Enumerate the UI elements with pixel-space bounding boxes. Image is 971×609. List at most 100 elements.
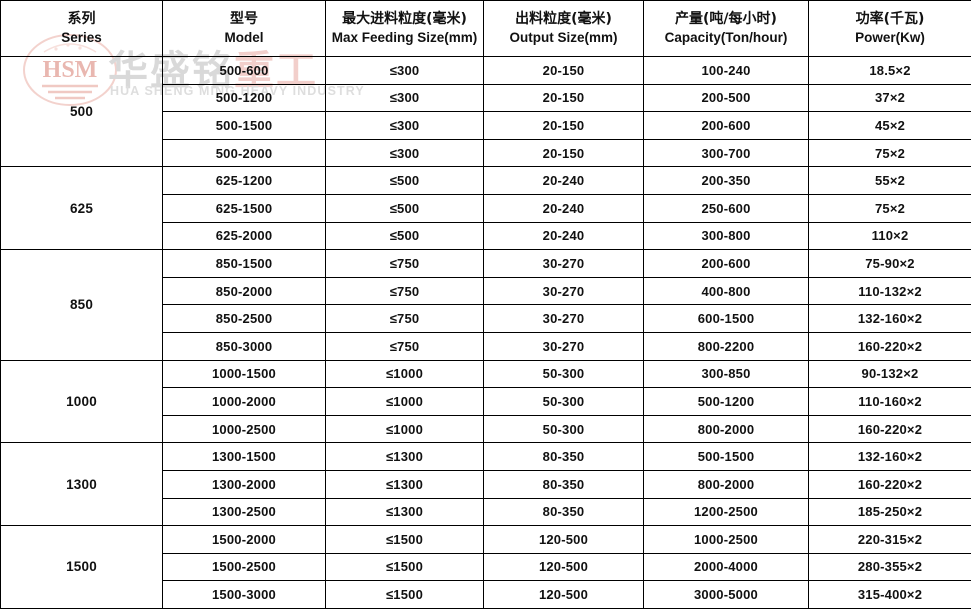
cell-output-size: 20-240 xyxy=(484,167,644,195)
cell-feeding-size: ≤750 xyxy=(326,305,484,333)
column-header-feeding-size: 最大进料粒度(毫米) Max Feeding Size(mm) xyxy=(326,1,484,57)
cell-feeding-size: ≤750 xyxy=(326,250,484,278)
cell-model: 1000-2500 xyxy=(163,415,326,443)
cell-model: 850-1500 xyxy=(163,250,326,278)
cell-model: 1000-2000 xyxy=(163,388,326,416)
cell-capacity: 600-1500 xyxy=(644,305,809,333)
cell-model: 500-2000 xyxy=(163,139,326,167)
cell-output-size: 20-240 xyxy=(484,194,644,222)
cell-output-size: 80-350 xyxy=(484,498,644,526)
cell-power: 45×2 xyxy=(809,112,971,140)
cell-model: 1500-3000 xyxy=(163,581,326,609)
cell-capacity: 1200-2500 xyxy=(644,498,809,526)
cell-power: 220-315×2 xyxy=(809,526,971,554)
column-header-capacity-en: Capacity(Ton/hour) xyxy=(644,29,808,47)
cell-model: 625-1200 xyxy=(163,167,326,195)
cell-feeding-size: ≤300 xyxy=(326,57,484,85)
series-cell: 1500 xyxy=(1,526,163,609)
header-row: 系列 Series 型号 Model 最大进料粒度(毫米) Max Feedin… xyxy=(1,1,971,57)
column-header-series-cn: 系列 xyxy=(1,10,162,28)
cell-power: 160-220×2 xyxy=(809,415,971,443)
cell-power: 280-355×2 xyxy=(809,553,971,581)
cell-model: 500-600 xyxy=(163,57,326,85)
column-header-output-size-en: Output Size(mm) xyxy=(484,29,643,47)
column-header-series-en: Series xyxy=(1,29,162,47)
cell-capacity: 200-350 xyxy=(644,167,809,195)
series-cell: 1300 xyxy=(1,443,163,526)
column-header-power-en: Power(Kw) xyxy=(809,29,971,47)
cell-feeding-size: ≤750 xyxy=(326,332,484,360)
cell-model: 1500-2500 xyxy=(163,553,326,581)
cell-feeding-size: ≤1500 xyxy=(326,581,484,609)
cell-power: 315-400×2 xyxy=(809,581,971,609)
cell-output-size: 120-500 xyxy=(484,581,644,609)
cell-capacity: 300-800 xyxy=(644,222,809,250)
column-header-capacity: 产量(吨/每小时) Capacity(Ton/hour) xyxy=(644,1,809,57)
cell-power: 18.5×2 xyxy=(809,57,971,85)
cell-output-size: 50-300 xyxy=(484,415,644,443)
column-header-model: 型号 Model xyxy=(163,1,326,57)
cell-output-size: 20-150 xyxy=(484,139,644,167)
column-header-feeding-size-en: Max Feeding Size(mm) xyxy=(326,29,483,47)
cell-feeding-size: ≤1500 xyxy=(326,526,484,554)
cell-power: 75×2 xyxy=(809,139,971,167)
cell-capacity: 800-2000 xyxy=(644,415,809,443)
series-cell: 1000 xyxy=(1,360,163,443)
cell-output-size: 20-150 xyxy=(484,57,644,85)
cell-power: 75-90×2 xyxy=(809,250,971,278)
cell-model: 1500-2000 xyxy=(163,526,326,554)
cell-feeding-size: ≤750 xyxy=(326,277,484,305)
cell-capacity: 200-500 xyxy=(644,84,809,112)
cell-feeding-size: ≤1000 xyxy=(326,388,484,416)
cell-feeding-size: ≤300 xyxy=(326,139,484,167)
cell-feeding-size: ≤300 xyxy=(326,112,484,140)
cell-model: 1300-2500 xyxy=(163,498,326,526)
cell-output-size: 20-150 xyxy=(484,84,644,112)
column-header-power-cn: 功率(千瓦) xyxy=(809,10,971,28)
column-header-feeding-size-cn: 最大进料粒度(毫米) xyxy=(326,10,483,28)
cell-feeding-size: ≤500 xyxy=(326,167,484,195)
cell-feeding-size: ≤500 xyxy=(326,194,484,222)
cell-output-size: 30-270 xyxy=(484,332,644,360)
column-header-output-size-cn: 出料粒度(毫米) xyxy=(484,10,643,28)
series-cell: 850 xyxy=(1,250,163,360)
cell-power: 160-220×2 xyxy=(809,332,971,360)
cell-capacity: 300-850 xyxy=(644,360,809,388)
cell-capacity: 3000-5000 xyxy=(644,581,809,609)
cell-power: 110×2 xyxy=(809,222,971,250)
column-header-series: 系列 Series xyxy=(1,1,163,57)
cell-output-size: 120-500 xyxy=(484,553,644,581)
cell-power: 110-160×2 xyxy=(809,388,971,416)
column-header-power: 功率(千瓦) Power(Kw) xyxy=(809,1,971,57)
cell-capacity: 200-600 xyxy=(644,112,809,140)
cell-output-size: 30-270 xyxy=(484,277,644,305)
cell-capacity: 500-1500 xyxy=(644,443,809,471)
column-header-output-size: 出料粒度(毫米) Output Size(mm) xyxy=(484,1,644,57)
cell-output-size: 30-270 xyxy=(484,250,644,278)
cell-output-size: 20-240 xyxy=(484,222,644,250)
cell-model: 850-2500 xyxy=(163,305,326,333)
cell-capacity: 2000-4000 xyxy=(644,553,809,581)
cell-capacity: 100-240 xyxy=(644,57,809,85)
column-header-model-cn: 型号 xyxy=(163,10,325,28)
cell-feeding-size: ≤500 xyxy=(326,222,484,250)
specification-sheet: HSM 华盛铭重工 HUA SHENG MING HEAVY INDUSTRY … xyxy=(0,0,971,588)
cell-model: 625-1500 xyxy=(163,194,326,222)
cell-power: 37×2 xyxy=(809,84,971,112)
cell-feeding-size: ≤1000 xyxy=(326,415,484,443)
cell-power: 160-220×2 xyxy=(809,470,971,498)
cell-model: 500-1500 xyxy=(163,112,326,140)
cell-power: 185-250×2 xyxy=(809,498,971,526)
cell-feeding-size: ≤1300 xyxy=(326,498,484,526)
cell-model: 500-1200 xyxy=(163,84,326,112)
cell-power: 132-160×2 xyxy=(809,443,971,471)
cell-feeding-size: ≤1300 xyxy=(326,470,484,498)
cell-model: 625-2000 xyxy=(163,222,326,250)
cell-capacity: 800-2000 xyxy=(644,470,809,498)
